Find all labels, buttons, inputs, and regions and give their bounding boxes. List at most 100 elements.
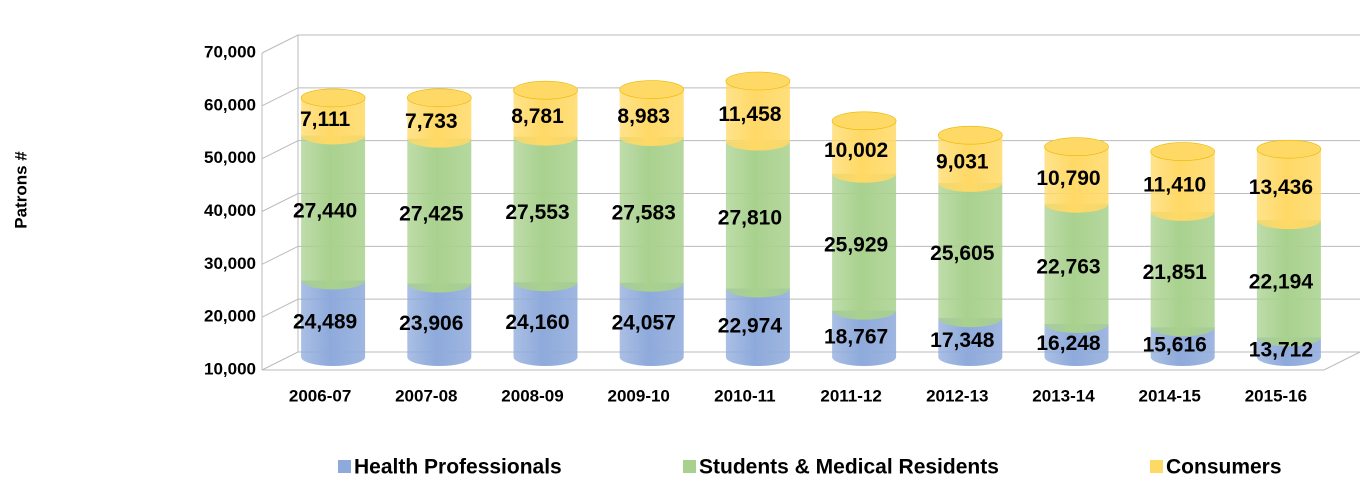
x-tick-label: 2007-08 [395, 386, 457, 405]
grid-line [261, 87, 1360, 107]
bar [1044, 203, 1109, 333]
bar [513, 90, 578, 146]
bar [513, 282, 578, 366]
y-axis-title: Patrons # [11, 151, 30, 229]
grid-line [261, 298, 1360, 318]
data-label: 11,458 [718, 103, 781, 126]
grid-line [261, 351, 1360, 371]
bar [832, 173, 897, 320]
x-tick-label: 2008-09 [501, 386, 563, 405]
bar [938, 135, 1003, 192]
bar [407, 283, 472, 366]
x-tick-label: 2010-11 [714, 386, 775, 405]
data-label: 22,974 [718, 314, 783, 337]
data-label: 11,410 [1143, 173, 1206, 196]
bar-top [1256, 139, 1322, 159]
bar [1044, 146, 1109, 213]
bar [725, 288, 790, 366]
x-tick-label: 2011-12 [820, 386, 881, 405]
x-tick-label: 2009-10 [608, 386, 670, 405]
y-tick-label: 50,000 [204, 148, 256, 167]
legend-swatch [1150, 460, 1163, 473]
data-label: 7,733 [405, 110, 458, 133]
data-label: 13,436 [1249, 176, 1313, 199]
bar [1256, 220, 1321, 347]
y-tick-label: 30,000 [204, 254, 256, 273]
y-tick-label: 60,000 [204, 95, 256, 114]
bar [1256, 149, 1321, 230]
bar [619, 89, 684, 147]
data-label: 18,767 [824, 325, 888, 348]
bar-top [1150, 142, 1215, 161]
data-label: 13,712 [1249, 339, 1313, 362]
grid-line [261, 193, 1360, 212]
bar [938, 182, 1003, 328]
data-label: 17,348 [930, 329, 995, 352]
legend-swatch [338, 460, 351, 473]
x-tick-label: 2012-13 [926, 386, 988, 405]
data-label: 15,616 [1143, 334, 1207, 357]
bar [1150, 211, 1215, 337]
bar [1150, 151, 1215, 221]
bar [832, 310, 897, 366]
x-tick-label: 2014-15 [1139, 386, 1201, 405]
bar-top [406, 88, 472, 108]
bar [407, 138, 472, 293]
grid-line [261, 245, 1360, 265]
bar [301, 97, 366, 145]
x-tick-label: 2013-14 [1032, 386, 1095, 405]
data-label: 27,553 [505, 201, 569, 224]
bar [407, 97, 472, 148]
bar [301, 280, 366, 366]
floor [262, 351, 1361, 371]
legend-swatch [683, 460, 696, 473]
bar-top [1044, 137, 1109, 157]
bar [832, 120, 897, 183]
data-label: 27,425 [399, 203, 464, 226]
x-tick-label: 2006-07 [289, 386, 351, 405]
data-label: 9,031 [936, 151, 989, 174]
bar-top [619, 80, 685, 99]
data-label: 10,790 [1036, 167, 1100, 190]
y-tick-label: 20,000 [204, 307, 256, 326]
bar-top [300, 88, 366, 108]
data-label: 23,906 [399, 312, 463, 335]
data-label: 24,489 [293, 310, 357, 333]
data-label: 25,929 [824, 234, 888, 257]
data-label: 16,248 [1036, 332, 1101, 355]
bar-top [725, 71, 791, 91]
bar [513, 136, 578, 292]
data-label: 8,983 [617, 105, 670, 128]
bar [619, 282, 684, 366]
data-label: 8,781 [511, 105, 564, 128]
data-label: 27,583 [612, 201, 676, 224]
legend-label: Consumers [1166, 456, 1282, 479]
legend-label: Students & Medical Residents [699, 456, 999, 479]
y-tick-label: 40,000 [204, 201, 256, 220]
data-label: 22,763 [1036, 255, 1100, 278]
bar-top [831, 111, 897, 131]
bar [1150, 327, 1215, 366]
bar [725, 141, 790, 298]
bar [725, 80, 790, 151]
data-label: 7,111 [300, 108, 351, 131]
data-label: 24,160 [505, 311, 569, 334]
bar [301, 135, 366, 290]
data-label: 10,002 [824, 139, 888, 162]
grid-line [261, 34, 1360, 54]
bar-top [513, 80, 578, 100]
y-tick-label: 70,000 [204, 42, 256, 61]
bar [938, 318, 1003, 366]
legend-label: Health Professionals [354, 456, 562, 479]
grid-line [261, 140, 1360, 160]
data-label: 25,605 [930, 242, 995, 265]
data-label: 22,194 [1249, 270, 1314, 293]
data-label: 21,851 [1143, 261, 1208, 284]
x-tick-label: 2015-16 [1245, 386, 1307, 405]
data-label: 24,057 [612, 311, 676, 334]
bar-top [937, 125, 1003, 145]
bar [619, 137, 684, 292]
data-label: 27,810 [718, 207, 782, 230]
y-tick-label: 10,000 [204, 359, 256, 378]
